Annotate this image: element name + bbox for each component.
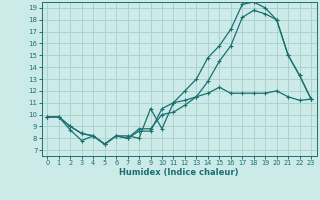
X-axis label: Humidex (Indice chaleur): Humidex (Indice chaleur) xyxy=(119,168,239,177)
